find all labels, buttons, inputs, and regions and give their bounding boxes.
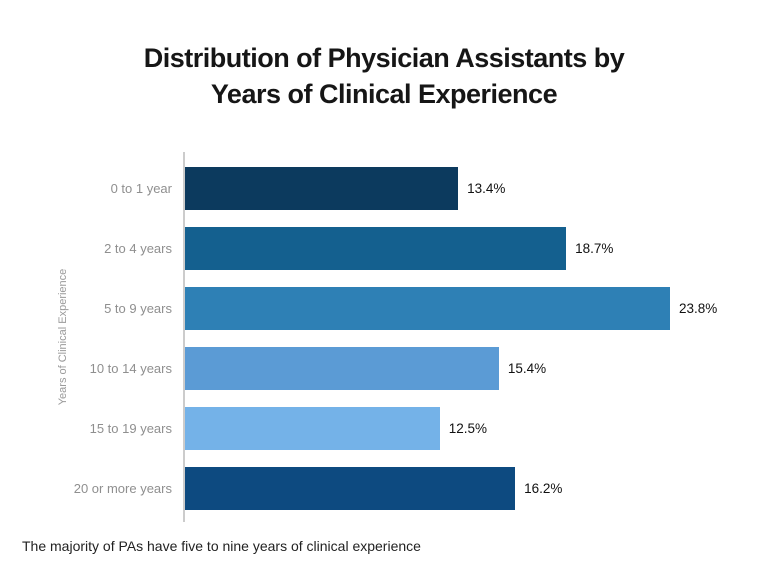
category-label: 20 or more years xyxy=(73,480,172,496)
bar xyxy=(185,226,567,270)
bar-track: 12.5% xyxy=(185,398,768,458)
value-label: 23.8% xyxy=(679,300,718,316)
bar-row: 0 to 1 year 13.4% xyxy=(0,158,768,218)
bar-track: 23.8% xyxy=(185,278,768,338)
bar-row: 5 to 9 years 23.8% xyxy=(0,278,768,338)
chart-title-line-2: Years of Clinical Experience xyxy=(210,79,558,109)
category-label: 0 to 1 year xyxy=(110,180,172,196)
value-label: 18.7% xyxy=(575,240,614,256)
bar-track: 18.7% xyxy=(185,218,768,278)
category-label: 10 to 14 years xyxy=(89,360,172,376)
bar xyxy=(185,406,440,450)
value-label: 16.2% xyxy=(524,480,563,496)
category-label: 5 to 9 years xyxy=(104,300,172,316)
chart-title: Distribution of Physician Assistants by … xyxy=(0,40,768,112)
bar xyxy=(185,466,516,510)
bar xyxy=(185,346,499,390)
chart-title-line-1: Distribution of Physician Assistants by xyxy=(143,43,625,73)
bar-track: 16.2% xyxy=(185,458,768,518)
value-label: 12.5% xyxy=(448,420,487,436)
category-label: 2 to 4 years xyxy=(104,240,172,256)
bar-row: 15 to 19 years 12.5% xyxy=(0,398,768,458)
bar-row: 2 to 4 years 18.7% xyxy=(0,218,768,278)
bar-track: 13.4% xyxy=(185,158,768,218)
value-label: 13.4% xyxy=(467,180,506,196)
chart-area: Years of Clinical Experience 0 to 1 year… xyxy=(0,150,768,524)
plot-rows: 0 to 1 year 13.4% 2 to 4 years 18.7% 5 to 9 … xyxy=(0,158,768,518)
bar xyxy=(185,166,459,210)
y-axis-line xyxy=(183,152,185,522)
bar-track: 15.4% xyxy=(185,338,768,398)
chart-footnote: The majority of PAs have five to nine ye… xyxy=(22,538,421,554)
bar xyxy=(185,286,670,330)
bar-row: 10 to 14 years 15.4% xyxy=(0,338,768,398)
value-label: 15.4% xyxy=(507,360,547,376)
bar-row: 20 or more years 16.2% xyxy=(0,458,768,518)
category-label: 15 to 19 years xyxy=(89,420,172,436)
